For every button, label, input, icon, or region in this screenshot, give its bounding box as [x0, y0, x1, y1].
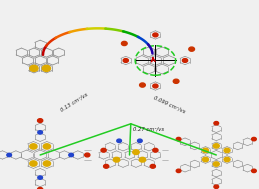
Text: 0.13 cm²/vs: 0.13 cm²/vs: [59, 92, 88, 112]
Circle shape: [153, 84, 158, 88]
Circle shape: [153, 33, 158, 37]
Circle shape: [42, 65, 51, 71]
Circle shape: [214, 185, 219, 188]
Circle shape: [224, 157, 230, 162]
Circle shape: [153, 148, 158, 152]
Circle shape: [224, 148, 230, 153]
Circle shape: [173, 79, 179, 83]
Circle shape: [69, 153, 74, 157]
Circle shape: [43, 144, 51, 149]
Circle shape: [189, 47, 195, 51]
Circle shape: [150, 164, 155, 168]
Circle shape: [117, 139, 121, 143]
Circle shape: [113, 157, 120, 162]
Circle shape: [38, 131, 42, 134]
Circle shape: [7, 153, 11, 157]
Circle shape: [213, 144, 219, 148]
Circle shape: [213, 162, 219, 166]
Circle shape: [123, 59, 128, 62]
Circle shape: [182, 59, 188, 62]
Circle shape: [214, 122, 219, 125]
Circle shape: [139, 157, 146, 162]
Circle shape: [133, 150, 139, 155]
Circle shape: [38, 187, 43, 189]
Circle shape: [104, 164, 109, 168]
Circle shape: [140, 83, 145, 87]
Circle shape: [121, 41, 127, 46]
Circle shape: [38, 176, 42, 179]
Circle shape: [38, 119, 43, 122]
Circle shape: [43, 161, 51, 166]
Circle shape: [251, 169, 256, 173]
Circle shape: [251, 137, 256, 141]
Text: 0.27 cm²/vs: 0.27 cm²/vs: [133, 127, 164, 132]
Circle shape: [176, 137, 181, 141]
Text: 0.099 cm²/vs: 0.099 cm²/vs: [153, 95, 186, 114]
Circle shape: [138, 139, 142, 143]
Circle shape: [176, 169, 181, 173]
Circle shape: [203, 157, 208, 162]
Circle shape: [203, 148, 208, 153]
Circle shape: [30, 161, 37, 166]
Circle shape: [30, 144, 37, 149]
Circle shape: [85, 153, 90, 157]
Circle shape: [101, 148, 106, 152]
Circle shape: [30, 65, 38, 71]
